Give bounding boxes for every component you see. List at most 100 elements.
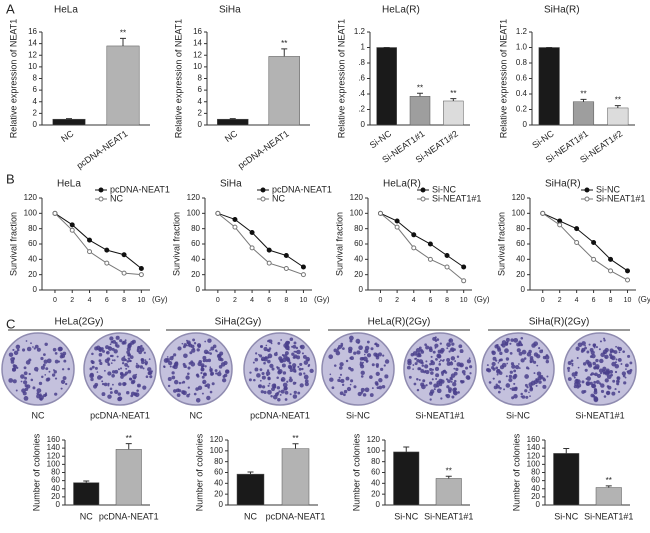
colony [185,375,190,380]
colony [599,358,604,364]
colony [446,358,451,362]
colony [144,359,147,362]
colony [270,342,273,345]
colony [127,357,131,360]
x-tick-label: pcDNA-NEAT1 [266,511,326,521]
colony [446,347,449,350]
colony [249,371,252,374]
colony [107,371,112,376]
colony [513,382,516,385]
colony [292,363,297,368]
colony [593,346,596,349]
colony [342,347,345,351]
colony [431,368,434,371]
colony [618,351,621,354]
colony [598,348,601,351]
colony [186,339,188,342]
colony [275,351,278,354]
colony [63,359,67,363]
colony [260,344,264,349]
colony [269,363,274,368]
y-axis-label: Relative expression of NEAT1 [173,19,183,138]
legend-label: Si-NC [596,184,620,194]
y-tick-label: 140 [527,443,541,452]
y-tick-label: 40 [531,484,540,493]
colony [297,391,301,395]
colony [205,359,209,363]
y-tick-label: 10 [28,62,37,71]
chart-title: HeLa(R) [383,179,421,190]
colony [511,387,515,391]
colony [600,372,603,375]
colony [617,380,620,383]
series-line [54,212,142,276]
colony [592,343,597,347]
colony [443,359,445,361]
y-tick-label: 20 [28,270,37,279]
colony [577,342,583,348]
colony [282,371,287,375]
y-tick-label: 0.4 [516,89,528,98]
colony [42,363,46,367]
colony [148,358,151,360]
y-tick-label: 20 [51,492,60,501]
point [608,256,614,262]
colony [425,369,430,375]
colony [117,396,122,402]
colony [531,343,536,348]
colony [520,343,524,347]
y-tick-label: 6 [198,85,203,94]
y-tick-label: 12 [193,50,202,59]
colony [535,378,540,382]
colony [434,336,437,339]
y-tick-label: 120 [367,435,381,444]
colony [382,354,385,357]
point [232,216,238,222]
colony [487,368,492,373]
colony [293,341,297,345]
legend-marker [98,187,104,193]
colony [98,352,103,357]
colony [589,347,594,352]
x-tick-label: 6 [267,297,271,304]
y-tick-label: 80 [28,224,37,233]
colony [261,375,266,380]
colony [286,380,289,383]
colony [538,380,542,384]
y-axis-label: Number of colonies [511,433,521,511]
colony [201,392,204,395]
colony [504,348,509,354]
colony [525,395,529,399]
colony [200,366,204,369]
colony [584,346,587,350]
colony [106,357,111,361]
colony [371,387,374,390]
colony [595,380,600,384]
colony [33,347,36,350]
colony [590,372,595,376]
point [427,256,433,262]
colony [338,376,341,379]
bar [376,47,397,126]
colony [25,340,28,342]
colony [408,375,412,379]
error-bar [281,48,288,57]
colony [575,346,580,351]
colony [293,350,296,353]
colony [340,342,344,346]
colony [581,347,586,352]
colony [623,381,627,385]
colony [117,392,121,396]
colony [425,360,428,363]
colony [610,357,613,359]
dish-label: NC [32,410,45,420]
colony [300,344,305,350]
y-tick-label: 0 [521,285,526,294]
colony [298,372,303,376]
colony [21,388,26,393]
point [249,245,255,251]
colony [119,339,123,343]
colony [258,353,260,356]
colony [30,342,32,345]
significance-label: ** [606,476,612,485]
